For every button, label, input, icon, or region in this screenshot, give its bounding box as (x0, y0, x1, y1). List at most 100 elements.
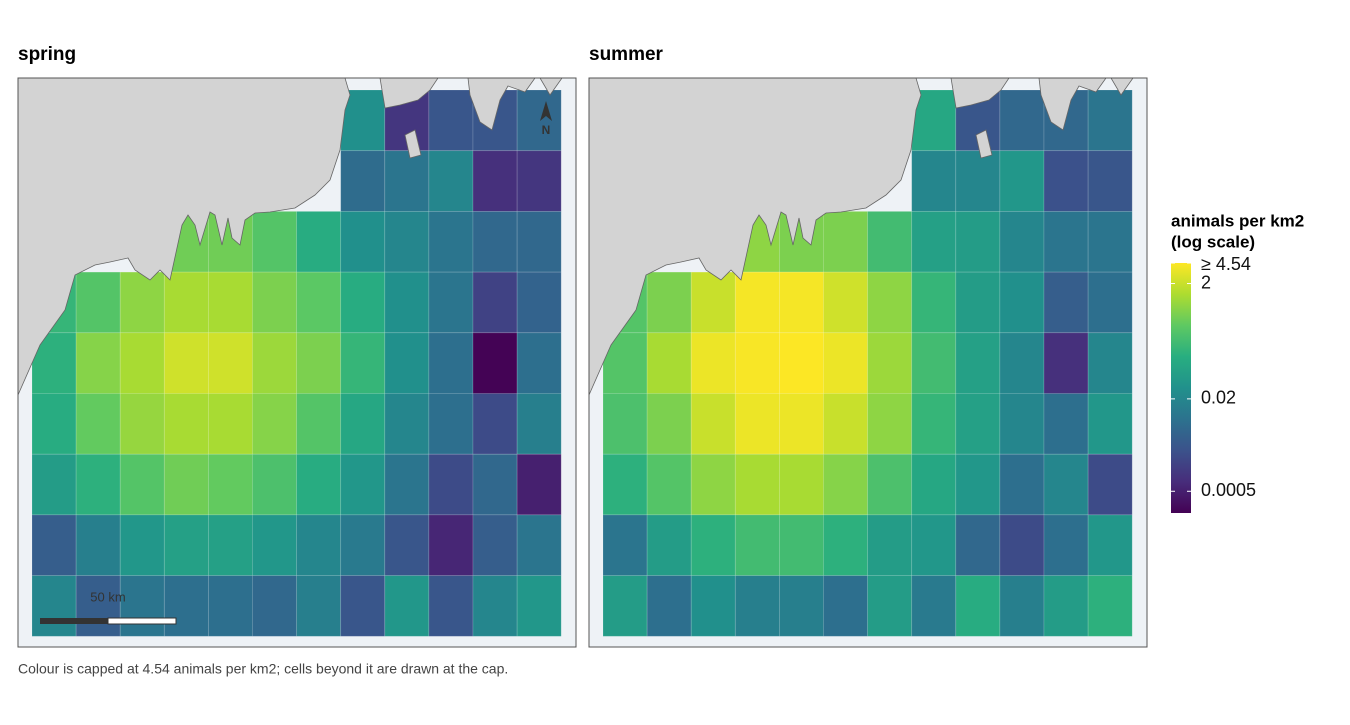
cell (340, 514, 386, 577)
cell (955, 514, 1001, 577)
cell (252, 210, 297, 273)
cell (823, 453, 868, 516)
cell (472, 332, 518, 394)
cell (602, 393, 648, 455)
cell (516, 453, 562, 516)
cell (428, 210, 474, 273)
cell (31, 393, 77, 455)
cell (296, 210, 342, 273)
panel-border (588, 77, 1148, 648)
cell (867, 210, 913, 273)
panel-title: summer (589, 44, 664, 65)
cell (296, 393, 342, 455)
cell (296, 332, 342, 394)
cell (163, 393, 209, 455)
cell (734, 514, 780, 577)
cell (823, 271, 868, 334)
colorbar-tick-label: 2 (1201, 272, 1211, 292)
cell (779, 271, 824, 334)
cell (690, 332, 736, 394)
cell (428, 514, 474, 577)
cell (384, 332, 430, 394)
cell (428, 575, 474, 637)
cell (31, 514, 77, 577)
north-arrow (540, 101, 552, 121)
cell (779, 575, 824, 637)
cell (384, 210, 430, 273)
caption: Colour is capped at 4.54 animals per km2… (18, 661, 508, 677)
cell (428, 89, 474, 152)
cell (163, 514, 209, 577)
cell (516, 575, 562, 637)
cell (955, 271, 1001, 334)
cell (602, 514, 648, 577)
cell (911, 210, 957, 273)
cell (646, 332, 692, 394)
cell (646, 575, 692, 637)
cell (516, 150, 562, 212)
cell (911, 332, 957, 394)
scale-bar (107, 617, 177, 625)
scale-label: 50 km (90, 589, 125, 604)
cell (999, 150, 1045, 212)
cell (472, 514, 518, 577)
cell (1087, 210, 1133, 273)
cell (646, 453, 692, 516)
cell (734, 453, 780, 516)
cell (119, 332, 165, 394)
legend-title: animals per km2 (1171, 211, 1304, 230)
cell (516, 89, 562, 152)
cell (75, 575, 121, 637)
cell (1043, 271, 1089, 334)
north-label: N (542, 123, 551, 137)
cell (163, 271, 209, 334)
cell (955, 150, 1001, 212)
cell (119, 271, 165, 334)
cell (472, 210, 518, 273)
cell (1043, 332, 1089, 394)
cell (340, 271, 386, 334)
cell (867, 271, 913, 334)
cell (516, 271, 562, 334)
cell (252, 393, 297, 455)
cell (999, 393, 1045, 455)
cell (690, 271, 736, 334)
cell (734, 393, 780, 455)
cell (779, 332, 824, 394)
cell (646, 393, 692, 455)
cell (602, 575, 648, 637)
cell (999, 514, 1045, 577)
cell (472, 150, 518, 212)
cell (296, 453, 342, 516)
cell (207, 332, 253, 394)
cell (823, 210, 868, 273)
cell (252, 271, 297, 334)
cell (999, 271, 1045, 334)
cell (163, 332, 209, 394)
cell (516, 210, 562, 273)
cell (340, 575, 386, 637)
cell (1043, 210, 1089, 273)
cell (955, 210, 1001, 273)
cells (602, 89, 1133, 637)
cell (75, 271, 121, 334)
cell (734, 575, 780, 637)
cell (1087, 89, 1133, 152)
cell (207, 271, 253, 334)
scale-bar (40, 618, 108, 624)
cell (384, 453, 430, 516)
cell (296, 575, 342, 637)
cell (1087, 514, 1133, 577)
cell (823, 393, 868, 455)
cell (207, 575, 253, 637)
cell (340, 453, 386, 516)
cell (911, 575, 957, 637)
cell (911, 514, 957, 577)
cell (999, 332, 1045, 394)
cell (1043, 453, 1089, 516)
colorbar-ticks: ≥ 4.542 0.02 0.0005 (1171, 254, 1256, 500)
cell (119, 575, 165, 637)
cell (31, 453, 77, 516)
cell (690, 575, 736, 637)
